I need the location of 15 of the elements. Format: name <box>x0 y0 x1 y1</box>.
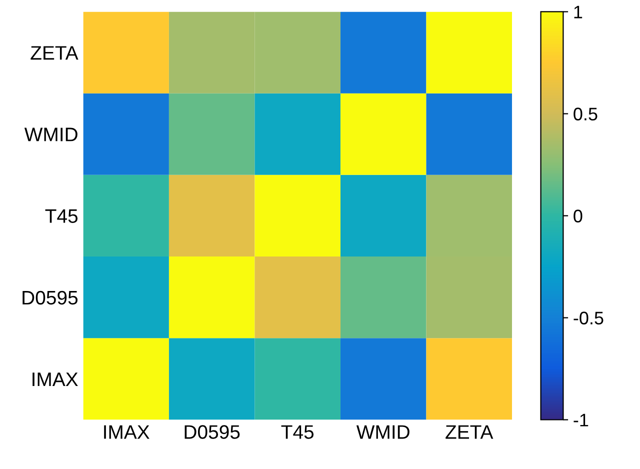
y-tick-label: T45 <box>45 209 78 223</box>
y-tick-label: ZETA <box>30 46 78 60</box>
y-tick-label: IMAX <box>32 372 78 386</box>
color-bar-label: -1 <box>574 414 588 426</box>
x-tick-label: IMAX <box>104 425 150 439</box>
y-tick-label: D0595 <box>22 290 78 305</box>
x-tick-label: WMID <box>356 425 410 439</box>
x-tick-label: ZETA <box>446 425 494 439</box>
color-bar-label: 0 <box>574 210 582 222</box>
x-tick-label: T45 <box>281 425 314 439</box>
x-tick-label: D0595 <box>184 425 240 439</box>
color-bar-label: 1 <box>574 6 582 18</box>
y-tick-label: WMID <box>24 128 78 142</box>
color-bar-label: 0.5 <box>574 108 598 120</box>
color-bar-label: -0.5 <box>574 312 604 324</box>
